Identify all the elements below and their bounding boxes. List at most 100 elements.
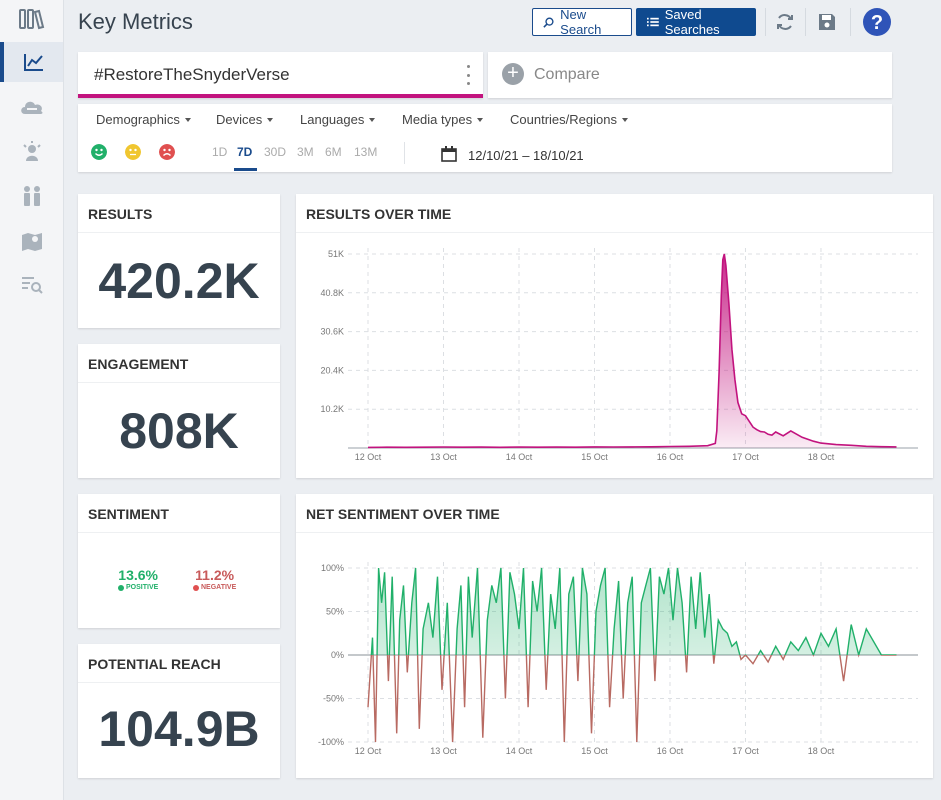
svg-text:?: ? bbox=[871, 12, 883, 34]
filter-devices[interactable]: Devices bbox=[216, 112, 274, 127]
filter-label: Media types bbox=[402, 112, 473, 127]
caret-down-icon bbox=[477, 117, 484, 122]
filter-bar bbox=[78, 104, 892, 172]
sidebar-item-topics[interactable] bbox=[0, 87, 63, 127]
refresh-button[interactable] bbox=[770, 8, 800, 36]
x-tick-label: 14 Oct bbox=[506, 746, 533, 756]
results-over-time-card: RESULTS OVER TIME 12 Oct 13 Oct 14 Oct 15 O… bbox=[296, 194, 933, 478]
range-7d[interactable]: 7D bbox=[237, 145, 253, 159]
filter-label: Languages bbox=[300, 112, 365, 127]
y-tick-label: 40.8K bbox=[320, 288, 344, 298]
reach-value: 104.9B bbox=[98, 701, 260, 757]
new-search-label: New Search bbox=[560, 7, 602, 37]
sidebar bbox=[0, 0, 64, 800]
range-13m[interactable]: 13M bbox=[354, 145, 378, 159]
net-sentiment-card: NET SENTIMENT OVER TIME 12 Oct 13 Oct 14 O… bbox=[296, 494, 933, 778]
engagement-card: ENGAGEMENT 808K bbox=[78, 344, 280, 478]
x-tick-label: 12 Oct bbox=[355, 452, 382, 462]
negative-label: NEGATIVE bbox=[201, 584, 237, 591]
cloud-icon bbox=[20, 101, 43, 114]
results-title: RESULTS bbox=[88, 206, 153, 222]
list-search-icon bbox=[21, 277, 43, 294]
results-over-time-title: RESULTS OVER TIME bbox=[306, 206, 452, 222]
map-pin-icon bbox=[21, 233, 42, 251]
plus-icon: + bbox=[502, 63, 524, 85]
results-over-time-chart: 12 Oct 13 Oct 14 Oct 15 Oct 16 Oct 17 Oct 18 O… bbox=[320, 248, 918, 462]
x-tick-label: 15 Oct bbox=[581, 452, 608, 462]
sentiment-card: SENTIMENT 13.6% POSITIVE 11.2% NEGATIVE bbox=[78, 494, 280, 628]
caret-down-icon bbox=[369, 117, 376, 122]
x-tick-label: 13 Oct bbox=[430, 452, 457, 462]
reach-title: POTENTIAL REACH bbox=[88, 656, 221, 672]
results-value: 420.2K bbox=[98, 253, 260, 309]
positive-value: 13.6% bbox=[118, 567, 158, 583]
sidebar-item-demographics[interactable] bbox=[0, 176, 63, 216]
range-6m[interactable]: 6M bbox=[325, 145, 342, 159]
caret-down-icon bbox=[621, 117, 628, 122]
engagement-value: 808K bbox=[119, 403, 239, 459]
filter-label: Countries/Regions bbox=[510, 112, 617, 127]
results-card: RESULTS 420.2K bbox=[78, 194, 280, 328]
caret-down-icon bbox=[184, 117, 191, 122]
compare-label: Compare bbox=[534, 66, 600, 83]
y-tick-label: -50% bbox=[323, 694, 344, 704]
filter-label: Demographics bbox=[96, 112, 180, 127]
y-tick-label: 20.4K bbox=[320, 365, 344, 375]
y-tick-label: -100% bbox=[318, 737, 344, 747]
save-icon bbox=[819, 14, 835, 30]
panel-divider bbox=[78, 382, 280, 383]
x-tick-label: 16 Oct bbox=[657, 746, 684, 756]
range-3m[interactable]: 3M bbox=[297, 145, 314, 159]
x-tick-label: 17 Oct bbox=[732, 746, 759, 756]
calendar-icon[interactable] bbox=[441, 146, 457, 162]
saved-searches-button[interactable]: Saved Searches bbox=[636, 7, 756, 37]
filter-languages[interactable]: Languages bbox=[300, 112, 376, 127]
active-range-indicator bbox=[234, 168, 257, 171]
negative-value: 11.2% bbox=[195, 567, 235, 583]
x-tick-label: 13 Oct bbox=[430, 746, 457, 756]
compare-button[interactable]: + Compare bbox=[488, 52, 892, 98]
help-button[interactable]: ? bbox=[861, 6, 893, 38]
filter-countries-regions[interactable]: Countries/Regions bbox=[510, 112, 628, 127]
toolbar-divider bbox=[805, 8, 806, 36]
x-tick-label: 14 Oct bbox=[506, 452, 533, 462]
range-1d[interactable]: 1D bbox=[212, 145, 228, 159]
engagement-title: ENGAGEMENT bbox=[88, 356, 189, 372]
person-broadcast-icon bbox=[22, 141, 41, 161]
search-icon bbox=[543, 17, 554, 28]
y-tick-label: 0% bbox=[331, 650, 344, 660]
sidebar-item-search-results[interactable] bbox=[0, 265, 63, 305]
negative-face-icon[interactable] bbox=[159, 144, 175, 160]
neutral-face-icon[interactable] bbox=[125, 144, 141, 160]
x-tick-label: 12 Oct bbox=[355, 746, 382, 756]
y-tick-label: 50% bbox=[326, 607, 344, 617]
range-30d[interactable]: 30D bbox=[264, 145, 287, 159]
trend-chart-icon bbox=[23, 54, 43, 71]
x-tick-label: 15 Oct bbox=[581, 746, 608, 756]
positive-dot-icon bbox=[118, 584, 124, 591]
x-tick-label: 18 Oct bbox=[808, 452, 835, 462]
negative-label-row: NEGATIVE bbox=[193, 584, 236, 591]
results-line bbox=[367, 253, 897, 449]
library-icon[interactable] bbox=[0, 0, 63, 38]
filter-media-types[interactable]: Media types bbox=[402, 112, 484, 127]
negative-sentiment: 11.2% NEGATIVE bbox=[193, 567, 236, 591]
date-range[interactable]: 12/10/21 – 18/10/21 bbox=[468, 148, 584, 163]
people-icon bbox=[23, 186, 40, 206]
filter-demographics[interactable]: Demographics bbox=[96, 112, 191, 127]
positive-face-icon[interactable] bbox=[91, 144, 107, 160]
net-sentiment-chart: 12 Oct 13 Oct 14 Oct 15 Oct 16 Oct 17 Oct 18 O… bbox=[318, 562, 918, 756]
sidebar-item-influencers[interactable] bbox=[0, 132, 63, 172]
panel-divider bbox=[296, 532, 933, 533]
new-search-button[interactable]: New Search bbox=[532, 7, 632, 37]
y-tick-label: 100% bbox=[321, 563, 344, 573]
negative-line bbox=[367, 655, 897, 743]
sidebar-item-metrics[interactable] bbox=[0, 42, 63, 82]
sidebar-item-geography[interactable] bbox=[0, 221, 63, 261]
panel-divider bbox=[78, 682, 280, 683]
sentiment-title: SENTIMENT bbox=[88, 506, 169, 522]
save-button[interactable] bbox=[812, 8, 842, 36]
more-vertical-icon[interactable] bbox=[465, 65, 471, 85]
query-tab[interactable]: #RestoreTheSnyderVerse bbox=[78, 52, 483, 98]
filter-label: Devices bbox=[216, 112, 263, 127]
